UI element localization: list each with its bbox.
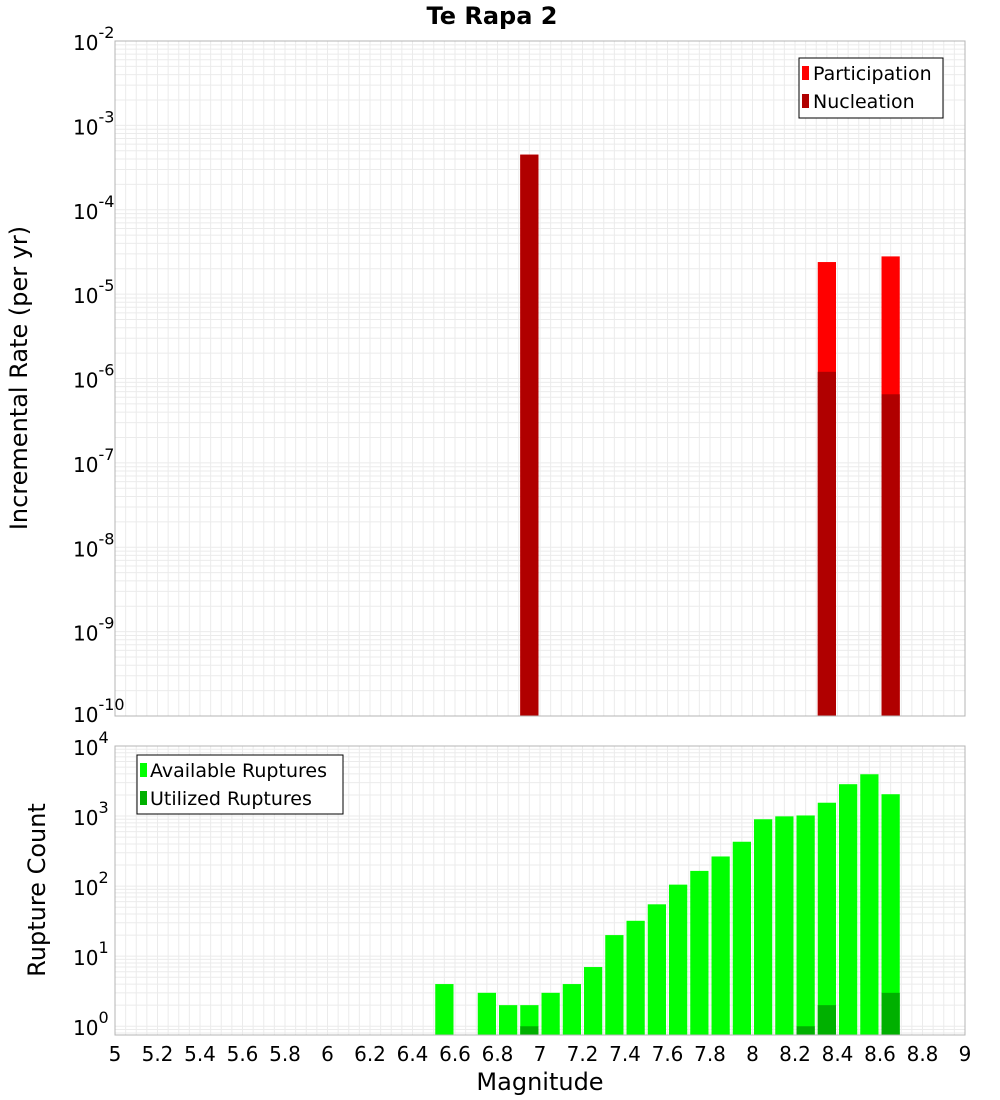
x-tick-labels: 5 5.2 5.4 5.6 5.8 6 6.2 6.4 6.6 6.8 7 7.2 7.4 7.6 7.8 8…	[109, 1042, 972, 1066]
legend-label-nucleation: Nucleation	[813, 91, 915, 113]
bar-available-ruptures	[817, 802, 836, 1035]
x-tick-label: 6.6	[439, 1042, 471, 1066]
y-tick-label: 101	[73, 938, 109, 970]
y-tick-label: 10-5	[73, 276, 114, 308]
x-tick-label: 5	[109, 1042, 122, 1066]
bar-available-ruptures	[860, 774, 879, 1035]
top-legend-box	[798, 57, 944, 119]
bar-available-ruptures	[499, 1005, 518, 1035]
bottom-legend-box	[136, 754, 344, 815]
y-tick-label: 10-7	[73, 445, 114, 477]
bar-available-ruptures	[562, 984, 581, 1035]
bar-utilized-ruptures	[796, 1026, 815, 1035]
bar-nucleation	[881, 394, 900, 716]
bar-available-ruptures	[881, 794, 900, 1035]
legend-label-utilized: Utilized Ruptures	[150, 788, 312, 810]
bar-available-ruptures	[477, 992, 496, 1035]
x-tick-label: 5.2	[142, 1042, 174, 1066]
legend-swatch-nucleation	[802, 94, 809, 108]
bottom-y-axis-title: Rupture Count	[23, 803, 51, 977]
x-tick-label: 8.2	[779, 1042, 811, 1066]
bar-nucleation	[817, 371, 836, 716]
legend-swatch-participation	[802, 66, 809, 80]
y-tick-label: 10-2	[73, 23, 114, 55]
y-tick-label: 104	[73, 728, 109, 760]
bar-available-ruptures	[754, 819, 773, 1035]
x-tick-label: 7.6	[652, 1042, 684, 1066]
top-y-axis-title: Incremental Rate (per yr)	[5, 226, 33, 530]
y-tick-label: 10-8	[73, 529, 114, 561]
y-tick-label: 10-4	[73, 192, 114, 224]
x-tick-label: 8	[746, 1042, 759, 1066]
top-panel-grid	[115, 41, 965, 717]
x-tick-label: 7.8	[694, 1042, 726, 1066]
x-tick-label: 8.4	[822, 1042, 854, 1066]
x-tick-label: 7	[534, 1042, 547, 1066]
y-tick-label: 10-3	[73, 107, 114, 139]
top-legend: Participation Nucleation	[798, 57, 944, 119]
bottom-plot-frame	[114, 745, 966, 1036]
top-panel-bars	[520, 154, 900, 716]
bottom-panel-bars	[435, 774, 900, 1035]
bar-available-ruptures	[732, 841, 751, 1035]
bar-available-ruptures	[775, 816, 794, 1035]
bar-available-ruptures	[435, 984, 454, 1035]
x-axis-title: Magnitude	[476, 1068, 603, 1096]
bar-available-ruptures	[839, 784, 858, 1035]
x-tick-label: 5.8	[269, 1042, 301, 1066]
legend-label-participation: Participation	[813, 63, 932, 85]
y-tick-label: 10-9	[73, 614, 114, 646]
bar-nucleation	[520, 154, 539, 716]
y-tick-label: 103	[73, 798, 109, 830]
bar-utilized-ruptures	[817, 1005, 836, 1035]
x-tick-label: 9	[959, 1042, 972, 1066]
legend-swatch-utilized	[140, 791, 147, 805]
chart-title: Te Rapa 2	[427, 2, 558, 30]
bar-utilized-ruptures	[520, 1026, 539, 1035]
bottom-legend: Available Ruptures Utilized Ruptures	[136, 754, 344, 815]
x-tick-label: 7.2	[567, 1042, 599, 1066]
x-tick-label: 8.6	[864, 1042, 896, 1066]
bar-available-ruptures	[796, 815, 815, 1035]
x-tick-label: 6	[321, 1042, 334, 1066]
y-tick-label: 102	[73, 868, 109, 900]
bar-available-ruptures	[669, 884, 688, 1035]
bar-available-ruptures	[584, 967, 603, 1035]
x-tick-label: 8.8	[907, 1042, 939, 1066]
x-tick-label: 7.4	[609, 1042, 641, 1066]
legend-swatch-available	[140, 763, 147, 777]
bar-utilized-ruptures	[881, 992, 900, 1035]
bar-available-ruptures	[711, 856, 730, 1035]
x-tick-label: 6.8	[482, 1042, 514, 1066]
x-tick-label: 6.2	[354, 1042, 386, 1066]
y-tick-label: 10-10	[73, 695, 125, 727]
y-tick-label: 100	[73, 1008, 109, 1040]
top-y-tick-labels: 10-10 10-9 10-8 10-7 10-6 10-5 10-4 10-3 10-2	[73, 23, 125, 727]
x-tick-label: 6.4	[397, 1042, 429, 1066]
x-tick-label: 5.6	[227, 1042, 259, 1066]
top-plot-frame	[114, 40, 966, 717]
bar-available-ruptures	[541, 992, 560, 1035]
bar-available-ruptures	[626, 920, 645, 1035]
y-tick-label: 10-6	[73, 361, 114, 393]
bar-available-ruptures	[690, 870, 709, 1035]
bar-available-ruptures	[605, 935, 624, 1035]
bottom-y-tick-labels: 100 101 102 103 104	[73, 728, 109, 1040]
x-tick-label: 5.4	[184, 1042, 216, 1066]
legend-label-available: Available Ruptures	[150, 760, 327, 782]
bar-available-ruptures	[647, 904, 666, 1035]
